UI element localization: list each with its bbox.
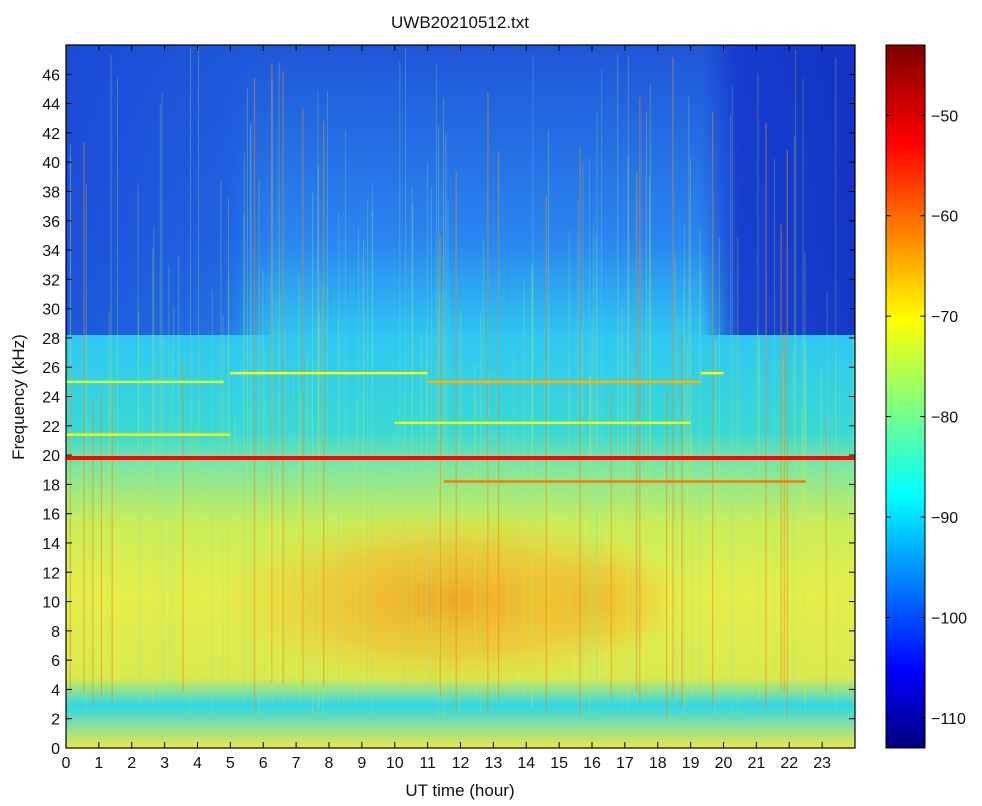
x-tick-label: 7 xyxy=(292,755,301,772)
x-tick-label: 22 xyxy=(780,755,798,772)
x-axis-title: UT time (hour) xyxy=(405,781,514,800)
y-tick-label: 14 xyxy=(42,536,60,553)
colorbar-tick-label: −90 xyxy=(931,510,958,527)
y-tick-label: 12 xyxy=(42,565,60,582)
x-tick-label: 15 xyxy=(550,755,568,772)
y-tick-label: 42 xyxy=(42,126,60,143)
x-tick-label: 11 xyxy=(419,755,436,772)
y-tick-label: 34 xyxy=(42,243,60,260)
colorbar-tick-label: −70 xyxy=(931,309,958,326)
x-tick-label: 23 xyxy=(813,755,831,772)
y-tick-label: 36 xyxy=(42,214,60,231)
x-tick-label: 19 xyxy=(682,755,700,772)
x-tick-label: 18 xyxy=(649,755,667,772)
y-tick-label: 20 xyxy=(42,448,60,465)
y-tick-label: 32 xyxy=(42,272,60,289)
y-tick-label: 2 xyxy=(51,712,60,729)
y-tick-label: 6 xyxy=(51,653,60,670)
x-tick-label: 3 xyxy=(160,755,169,772)
spectrogram-image xyxy=(66,45,855,748)
y-tick-label: 44 xyxy=(42,97,60,114)
x-tick-label: 8 xyxy=(325,755,334,772)
y-axis-title: Frequency (kHz) xyxy=(9,334,28,460)
y-tick-label: 26 xyxy=(42,360,60,377)
colorbar-ticks: −50 −60 −70 −80 −90 −100 −110 xyxy=(886,108,967,728)
y-tick-label: 28 xyxy=(42,331,60,348)
x-tick-label: 20 xyxy=(715,755,733,772)
colorbar-tick-label: −100 xyxy=(931,610,967,627)
y-tick-label: 40 xyxy=(42,155,60,172)
y-tick-label: 18 xyxy=(42,477,60,494)
x-tick-label: 9 xyxy=(357,755,366,772)
x-tick-label: 14 xyxy=(517,755,535,772)
chart-title: UWB20210512.txt xyxy=(391,13,529,32)
x-tick-label: 12 xyxy=(452,755,470,772)
y-tick-label: 4 xyxy=(51,682,60,699)
x-axis-ticks: 0 1 2 3 4 5 6 7 8 9 10 11 12 13 14 15 16 17 18 19 20 21 22 23 xyxy=(62,45,831,772)
x-tick-label: 5 xyxy=(226,755,235,772)
x-tick-label: 2 xyxy=(127,755,136,772)
y-tick-label: 16 xyxy=(42,507,60,524)
y-tick-label: 24 xyxy=(42,390,60,407)
x-tick-label: 10 xyxy=(386,755,404,772)
colorbar-tick-label: −80 xyxy=(931,410,958,427)
colorbar-tick-label: −110 xyxy=(931,711,966,728)
x-tick-label: 1 xyxy=(94,755,103,772)
y-tick-label: 30 xyxy=(42,302,60,319)
narrowband-transmitter-lines xyxy=(66,371,855,483)
y-tick-label: 0 xyxy=(51,741,60,758)
x-tick-label: 17 xyxy=(616,755,634,772)
y-tick-label: 46 xyxy=(42,67,60,84)
colorbar-tick-label: −50 xyxy=(931,108,958,125)
y-tick-label: 10 xyxy=(42,595,60,612)
y-axis-ticks: 0246810121416182022242628303234363840424… xyxy=(42,67,855,758)
x-tick-label: 16 xyxy=(583,755,601,772)
y-tick-label: 38 xyxy=(42,184,60,201)
x-tick-label: 13 xyxy=(484,755,502,772)
y-tick-label: 8 xyxy=(51,624,60,641)
x-tick-label: 21 xyxy=(747,755,765,772)
colorbar-frame xyxy=(885,44,926,749)
x-tick-label: 4 xyxy=(193,755,202,772)
colorbar xyxy=(886,45,925,748)
y-tick-label: 22 xyxy=(42,419,60,436)
x-tick-label: 0 xyxy=(62,755,71,772)
colorbar-tick-label: −60 xyxy=(931,209,958,226)
x-tick-label: 6 xyxy=(259,755,268,772)
